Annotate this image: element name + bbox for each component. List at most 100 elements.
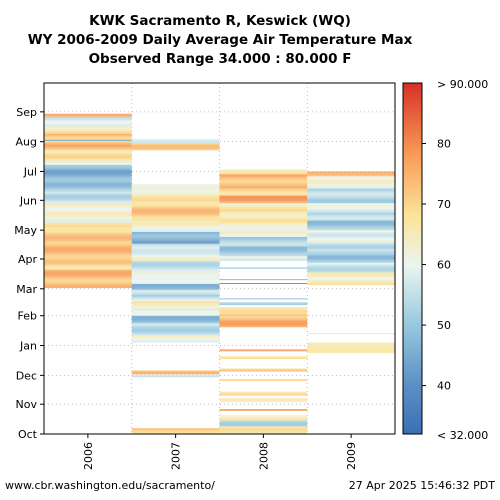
- data-cell: [44, 196, 132, 198]
- data-cell: [219, 200, 308, 202]
- data-cell: [44, 144, 132, 146]
- data-cell: [307, 352, 395, 354]
- data-cell: [44, 263, 132, 265]
- data-cell: [307, 183, 395, 184]
- data-cell: [44, 159, 132, 161]
- data-cell: [44, 158, 132, 160]
- data-cell: [131, 236, 220, 238]
- data-cell: [219, 238, 308, 240]
- data-cell: [131, 194, 220, 196]
- data-cell: [131, 312, 220, 314]
- data-cell: [307, 174, 395, 176]
- data-cell: [219, 298, 308, 300]
- data-cell: [131, 283, 220, 285]
- data-cell: [307, 223, 395, 225]
- data-cell: [131, 203, 220, 205]
- data-cell: [44, 229, 132, 231]
- data-cell: [131, 189, 220, 191]
- data-cell: [131, 141, 220, 143]
- data-cell: [219, 415, 308, 417]
- data-cell: [307, 236, 395, 238]
- data-cell: [307, 272, 395, 274]
- data-cell: [44, 180, 132, 182]
- data-cell: [219, 196, 308, 198]
- data-cell: [219, 311, 308, 313]
- data-cell: [44, 203, 132, 205]
- data-cell: [219, 185, 308, 187]
- data-cell: [219, 174, 308, 176]
- data-cell: [44, 238, 132, 240]
- data-cell: [219, 310, 308, 312]
- data-cell: [44, 201, 132, 203]
- data-cell: [131, 218, 220, 220]
- y-tick-label: Aug: [16, 136, 37, 149]
- data-cell: [219, 416, 308, 418]
- data-cell: [219, 369, 308, 371]
- data-cell: [307, 182, 395, 184]
- data-cell: [44, 285, 132, 287]
- data-cell: [219, 233, 308, 234]
- data-cell: [44, 268, 132, 270]
- colorbar-tick-label: 50: [437, 319, 451, 332]
- data-cell: [307, 258, 395, 260]
- data-cell: [131, 240, 220, 242]
- data-cell: [44, 228, 132, 230]
- data-cell: [44, 210, 132, 212]
- data-cell: [219, 198, 308, 200]
- data-cell: [44, 265, 132, 267]
- data-cell: [307, 278, 395, 280]
- data-cell: [219, 209, 308, 211]
- data-cell: [307, 281, 395, 283]
- data-cell: [131, 267, 220, 269]
- data-cell: [219, 220, 308, 222]
- data-cell: [131, 291, 220, 293]
- data-cell: [131, 184, 220, 186]
- data-cell: [131, 246, 220, 248]
- data-cell: [131, 315, 220, 317]
- data-cell: [307, 210, 395, 212]
- data-cell: [131, 314, 220, 316]
- data-cell: [219, 194, 308, 196]
- data-cell: [219, 258, 308, 259]
- data-cell: [131, 264, 220, 266]
- data-cell: [131, 270, 220, 272]
- data-cell: [131, 330, 220, 332]
- data-cell: [44, 267, 132, 269]
- data-cell: [131, 333, 220, 335]
- data-cell: [131, 324, 220, 326]
- data-cell: [219, 189, 308, 191]
- data-cell: [44, 272, 132, 274]
- data-cell: [131, 340, 220, 342]
- data-cell: [219, 245, 308, 247]
- data-cell: [307, 187, 395, 189]
- data-cell: [131, 213, 220, 215]
- data-cell: [131, 278, 220, 280]
- data-cell: [44, 243, 132, 245]
- data-cell: [131, 256, 220, 258]
- data-cell: [219, 424, 308, 426]
- data-cell: [307, 276, 395, 278]
- data-cell: [131, 371, 220, 373]
- data-cell: [131, 238, 220, 240]
- data-cell: [131, 336, 220, 338]
- data-cell: [44, 124, 132, 126]
- data-cell: [307, 348, 395, 350]
- data-cell: [219, 314, 308, 316]
- data-cell: [44, 258, 132, 259]
- data-cell: [219, 229, 308, 231]
- data-cell: [131, 301, 220, 303]
- data-cell: [131, 272, 220, 274]
- data-cell: [131, 295, 220, 297]
- data-cell: [219, 391, 308, 393]
- data-cell: [44, 254, 132, 256]
- data-cell: [44, 231, 132, 233]
- data-cell: [44, 135, 132, 137]
- data-cell: [219, 207, 308, 209]
- data-cell: [44, 264, 132, 266]
- data-cell: [219, 317, 308, 319]
- data-cell: [44, 188, 132, 190]
- data-cell: [131, 310, 220, 312]
- data-cell: [44, 153, 132, 155]
- data-cell: [219, 241, 308, 243]
- footer-url: www.cbr.washington.edu/sacramento/: [5, 479, 215, 492]
